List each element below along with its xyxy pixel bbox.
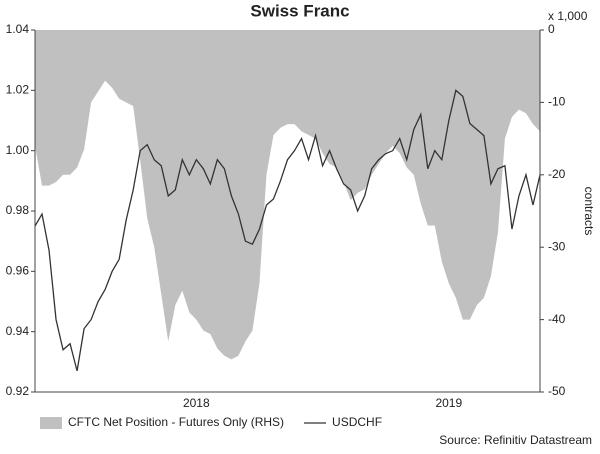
y2-tick-label: -40 — [548, 312, 566, 326]
line — [34, 89, 541, 372]
legend-swatch — [40, 417, 62, 429]
y-tick-label: 1.04 — [6, 22, 30, 36]
y-tick-label: 0.92 — [6, 384, 30, 398]
y2-tick-label: -10 — [548, 95, 566, 109]
y2-tick-label: -20 — [548, 167, 566, 181]
x-tick-label: 2019 — [435, 396, 462, 410]
y-tick-label: 1.02 — [6, 83, 30, 97]
source: Source: Refinitiv Datastream — [439, 433, 592, 447]
y2-tick-label: -30 — [548, 239, 566, 253]
y2-unit: x 1,000 — [548, 9, 588, 23]
y2-axis-label: contracts — [582, 187, 596, 236]
legend-label: CFTC Net Position - Futures Only (RHS) — [68, 415, 284, 429]
area — [35, 30, 540, 360]
y-tick-label: 0.96 — [6, 264, 30, 278]
y2-tick-label: 0 — [548, 22, 555, 36]
x-tick-label: 2018 — [183, 396, 210, 410]
y-tick-label: 1.00 — [6, 143, 30, 157]
legend-label: USDCHF — [332, 415, 382, 429]
chart-title: Swiss Franc — [250, 1, 349, 20]
y2-tick-label: -50 — [548, 384, 566, 398]
y-tick-label: 0.98 — [6, 203, 30, 217]
y-tick-label: 0.94 — [6, 324, 30, 338]
